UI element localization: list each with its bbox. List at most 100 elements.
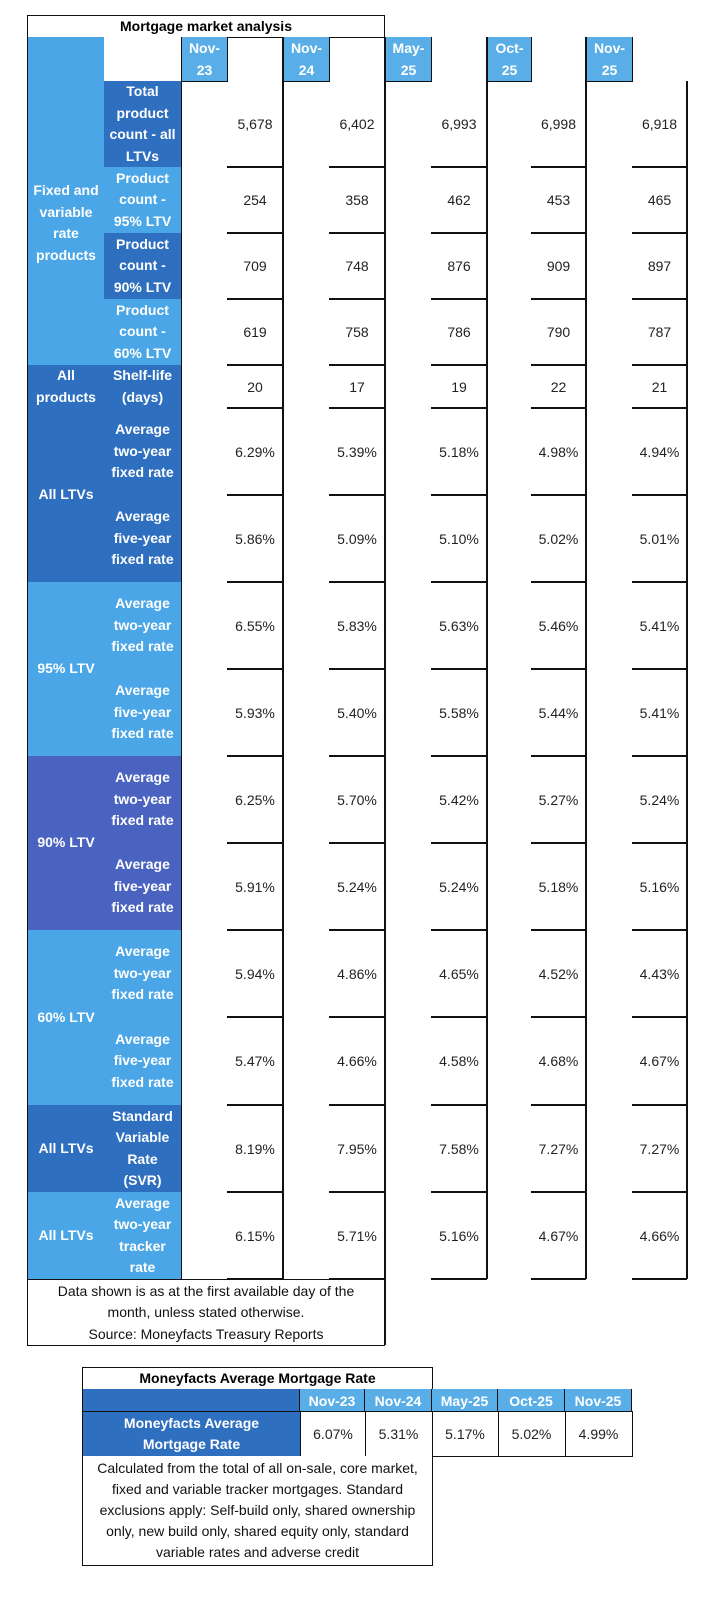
data-cell: 5.18%: [439, 443, 479, 460]
data-cell: 5.41%: [639, 704, 680, 721]
row-divider: [632, 166, 687, 168]
row-divider: [227, 1191, 283, 1193]
table2-column-header: May-25: [432, 1389, 498, 1412]
row-label: Average five-year fixed rate: [104, 669, 182, 757]
row-divider: [632, 1191, 687, 1193]
column-header-date: May- 25: [385, 37, 432, 82]
row-divider: [632, 929, 687, 931]
row-label: Product count - 90% LTV: [104, 233, 182, 300]
data-cell: 17: [349, 378, 365, 395]
data-cell: 6.15%: [235, 1227, 275, 1244]
data-cell: 876: [447, 258, 471, 274]
data-cell: 748: [345, 258, 369, 274]
date-year: 23: [196, 62, 213, 78]
data-cell: 5.41%: [639, 617, 680, 634]
row-divider: [329, 232, 385, 234]
date-year: 25: [601, 62, 618, 78]
data-cell: 5.93%: [235, 704, 275, 721]
row-divider: [632, 668, 687, 670]
data-cell: 5.01%: [639, 530, 680, 547]
row-label: Average two-year fixed rate: [104, 582, 182, 670]
data-cell: 5.18%: [538, 878, 579, 895]
table2-title: Moneyfacts Average Mortgage Rate: [82, 1367, 433, 1390]
data-cell: 6.29%: [235, 443, 275, 460]
table2-value-cell: 4.99%: [565, 1411, 633, 1457]
row-group-label: All products: [27, 365, 105, 409]
row-divider: [227, 166, 283, 168]
row-divider: [431, 1191, 487, 1193]
row-label: Average two-year tracker rate: [104, 1192, 182, 1280]
row-label: Average two-year fixed rate: [104, 408, 182, 496]
data-cell: 5.46%: [538, 617, 579, 634]
column-divider: [486, 37, 488, 1279]
row-label: Standard Variable Rate (SVR): [104, 1105, 182, 1193]
row-group-label: All LTVs: [27, 1192, 105, 1280]
row-divider: [531, 166, 586, 168]
date-month: Nov-: [290, 40, 323, 56]
row-label: Average five-year fixed rate: [104, 843, 182, 931]
row-label: Product count - 95% LTV: [104, 167, 182, 234]
data-cell: 5.58%: [439, 704, 479, 721]
table2-value-cell: 6.07%: [300, 1411, 366, 1457]
column-header-date: Oct- 25: [487, 37, 532, 82]
data-cell: 6,918: [641, 116, 678, 132]
date-month: Nov-: [593, 40, 626, 56]
data-cell: 4.43%: [639, 965, 680, 982]
table2-value-cell: 5.02%: [498, 1411, 566, 1457]
data-cell: 5.24%: [639, 791, 680, 808]
row-divider: [632, 407, 687, 409]
row-group-label: 90% LTV: [27, 756, 105, 931]
table2-row-label: Moneyfacts Average Mortgage Rate: [82, 1411, 301, 1457]
row-divider: [632, 494, 687, 496]
row-divider: [431, 1104, 487, 1106]
row-divider: [227, 1104, 283, 1106]
row-divider: [632, 364, 687, 366]
row-divider: [329, 1278, 385, 1280]
table2-value-cell: 5.31%: [365, 1411, 433, 1457]
row-divider: [431, 929, 487, 931]
row-divider: [531, 1278, 586, 1280]
row-label: Average two-year fixed rate: [104, 930, 182, 1018]
column-header-date: Nov- 23: [181, 37, 228, 82]
column-header-date: Nov- 24: [283, 37, 330, 82]
row-divider: [632, 581, 687, 583]
data-cell: 4.98%: [538, 443, 579, 460]
data-cell: 5.86%: [235, 530, 275, 547]
data-cell: 5,678: [237, 116, 273, 132]
row-divider: [227, 494, 283, 496]
row-divider: [431, 755, 487, 757]
row-divider: [329, 755, 385, 757]
data-cell: 4.67%: [538, 1227, 579, 1244]
row-divider: [531, 929, 586, 931]
table-source: Source: Moneyfacts Treasury Reports: [27, 1323, 385, 1346]
data-cell: 358: [345, 192, 369, 208]
table2-value-cell: 5.17%: [432, 1411, 499, 1457]
row-divider: [632, 842, 687, 844]
table2-note: Calculated from the total of all on-sale…: [82, 1456, 433, 1566]
data-cell: 21: [651, 378, 668, 395]
row-divider: [531, 842, 586, 844]
data-cell: 465: [647, 192, 672, 208]
data-cell: 4.68%: [538, 1053, 579, 1069]
row-divider: [531, 1191, 586, 1193]
row-divider: [227, 1016, 283, 1018]
row-divider: [227, 755, 283, 757]
data-cell: 786: [447, 324, 471, 340]
data-cell: 7.58%: [439, 1140, 479, 1157]
row-label: Total product count - all LTVs: [104, 81, 182, 168]
row-divider: [531, 298, 586, 300]
row-divider: [227, 1278, 283, 1280]
data-cell: 5.16%: [639, 878, 680, 895]
row-label: Product count - 60% LTV: [104, 299, 182, 366]
row-divider: [531, 1016, 586, 1018]
data-cell: 4.58%: [439, 1053, 479, 1069]
row-divider: [329, 842, 385, 844]
row-divider: [227, 364, 283, 366]
column-header-date: Nov- 25: [586, 37, 633, 82]
data-cell: 5.47%: [235, 1053, 275, 1069]
row-divider: [329, 407, 385, 409]
data-cell: 5.71%: [337, 1227, 377, 1244]
data-cell: 758: [345, 324, 369, 340]
data-cell: 453: [546, 192, 571, 208]
row-divider: [531, 232, 586, 234]
